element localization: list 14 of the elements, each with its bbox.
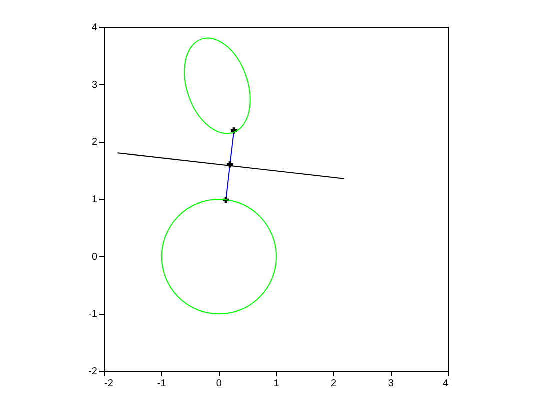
x-tick-label: -1: [157, 378, 167, 390]
y-tick-label: 0: [92, 252, 98, 263]
x-tick-label: -2: [104, 378, 114, 390]
y-tick-label: 3: [92, 80, 98, 91]
y-tick-label: -2: [88, 366, 98, 378]
x-tick-label: 1: [274, 378, 280, 390]
y-tick-label: 2: [92, 137, 98, 148]
x-tick-label: 3: [388, 378, 394, 390]
x-tick-label: 0: [216, 378, 222, 390]
x-tick-label: 2: [331, 378, 338, 390]
y-tick-label: -1: [88, 309, 98, 320]
x-tick-label: 4: [442, 378, 449, 390]
y-tick-label: 1: [92, 194, 98, 206]
y-tick-label: 4: [92, 22, 98, 34]
